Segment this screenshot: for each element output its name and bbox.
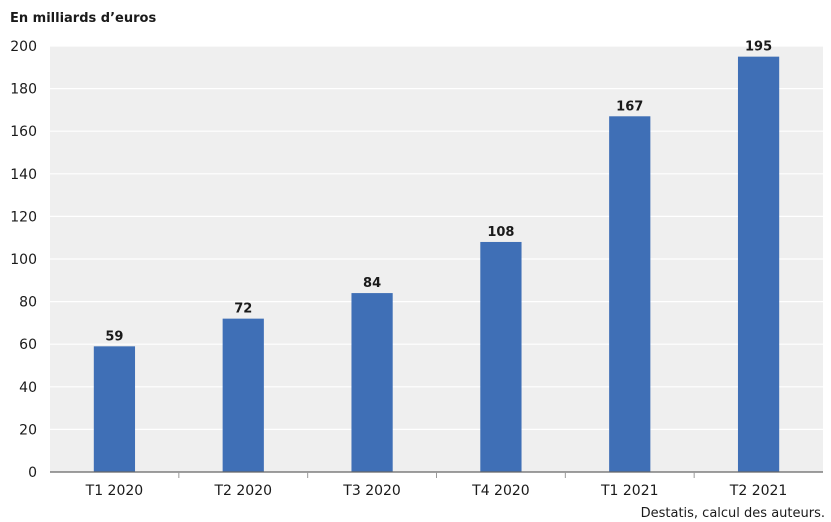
- bar: [93, 346, 136, 472]
- bar: [351, 293, 393, 472]
- bar: [222, 318, 264, 472]
- y-tick-label: 200: [10, 39, 37, 55]
- source-note: Destatis, calcul des auteurs.: [641, 506, 825, 521]
- gridlines: [50, 45, 823, 430]
- bars: 59 72 84 108 167 195: [93, 40, 780, 473]
- x-tick-label: T1 2021: [600, 483, 659, 499]
- x-axis: T1 2020 T2 2020 T3 2020 T4 2020 T1 2021 T2 20…: [50, 471, 823, 499]
- bar: [480, 241, 522, 472]
- y-tick-label: 180: [10, 82, 37, 98]
- x-tick-label: T4 2020: [471, 483, 530, 499]
- bar-value-label: 72: [234, 302, 252, 317]
- bar: [737, 56, 780, 473]
- bar-value-label: 167: [616, 99, 643, 114]
- x-tick-label: T3 2020: [342, 483, 401, 499]
- y-axis: 0 20 40 60 80 100 120 140 160 180 200: [10, 39, 37, 481]
- bar-value-label: 59: [105, 329, 123, 344]
- y-tick-label: 120: [10, 209, 37, 225]
- bar-value-label: 195: [745, 40, 772, 55]
- bar: [609, 116, 651, 472]
- y-tick-label: 60: [19, 337, 37, 353]
- y-axis-unit-label: En milliards d’euros: [10, 11, 156, 26]
- y-tick-label: 140: [10, 167, 37, 183]
- y-tick-label: 20: [19, 422, 37, 438]
- x-tick-label: T2 2020: [213, 483, 272, 499]
- x-tick-label: T1 2020: [85, 483, 144, 499]
- y-tick-label: 80: [19, 295, 37, 311]
- x-tick-label: T2 2021: [729, 483, 788, 499]
- bar-value-label: 84: [363, 276, 381, 291]
- y-tick-label: 160: [10, 124, 37, 140]
- y-tick-label: 40: [19, 380, 37, 396]
- bar-value-label: 108: [487, 225, 514, 240]
- y-tick-label: 100: [10, 252, 37, 268]
- y-tick-label: 0: [28, 465, 37, 481]
